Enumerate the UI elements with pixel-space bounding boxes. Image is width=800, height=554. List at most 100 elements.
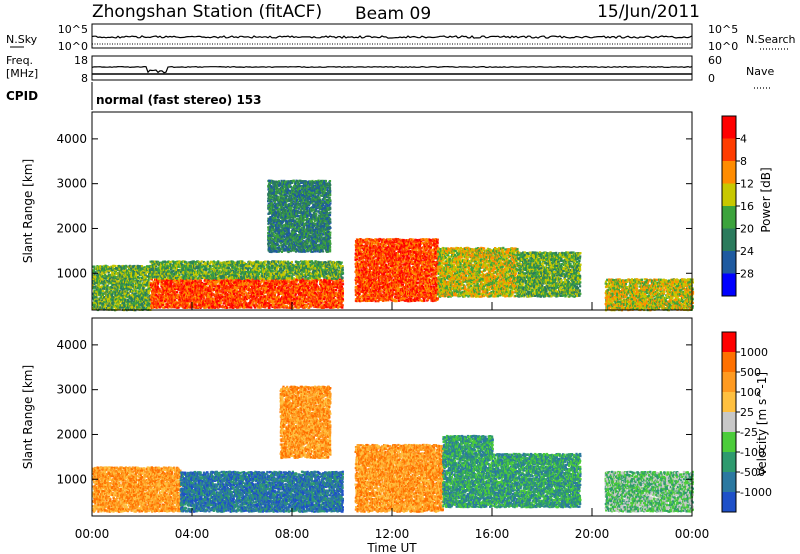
data-cell xyxy=(223,265,225,267)
data-cell xyxy=(220,302,222,304)
data-cell xyxy=(336,300,338,302)
cpid-text: normal (fast stereo) 153 xyxy=(96,93,262,107)
data-cell xyxy=(148,279,150,281)
data-cell xyxy=(307,298,309,300)
data-cell xyxy=(99,286,101,288)
data-cell xyxy=(114,265,116,267)
data-cell xyxy=(205,269,207,271)
data-cell xyxy=(203,277,205,279)
data-cell xyxy=(212,272,214,274)
data-cell xyxy=(179,276,181,278)
data-cell xyxy=(228,267,230,269)
freq-label-2: [MHz] xyxy=(6,67,38,80)
data-cell xyxy=(315,298,317,300)
data-cell xyxy=(342,290,344,292)
data-cell xyxy=(125,267,127,269)
data-cell xyxy=(340,283,342,285)
data-cell xyxy=(98,271,100,273)
data-cell xyxy=(306,305,308,307)
data-cell xyxy=(222,293,224,295)
freq-label-1: Freq. xyxy=(6,54,33,67)
data-cell xyxy=(173,283,175,285)
data-cell xyxy=(335,289,337,291)
data-cell xyxy=(149,289,151,291)
data-cell xyxy=(138,306,140,308)
data-cell xyxy=(342,280,344,282)
data-cell xyxy=(342,295,344,297)
data-cell xyxy=(316,283,318,285)
data-cell xyxy=(246,283,248,285)
data-cell xyxy=(250,283,252,285)
data-cell xyxy=(317,286,319,288)
data-cell xyxy=(342,288,344,290)
data-cell xyxy=(107,285,109,287)
freq-trace xyxy=(92,67,692,74)
data-cell xyxy=(268,307,270,309)
data-cell xyxy=(159,288,161,290)
data-cell xyxy=(284,288,286,290)
data-cell xyxy=(102,290,104,292)
data-cell xyxy=(278,302,280,304)
data-cell xyxy=(164,278,166,280)
date-title: 15/Jun/2011 xyxy=(597,2,700,22)
station-title: Zhongshan Station (fitACF) xyxy=(92,2,322,22)
nsky-trace-line xyxy=(92,36,692,38)
data-cell xyxy=(205,286,207,288)
data-cell xyxy=(250,307,252,309)
data-cell xyxy=(126,289,128,291)
nave-label: Nave xyxy=(746,65,774,78)
data-cell xyxy=(274,286,276,288)
data-cell xyxy=(254,289,256,291)
data-cell xyxy=(148,292,150,294)
data-cell xyxy=(258,304,260,306)
nsearch-tick-top: 10^5 xyxy=(708,23,738,36)
data-cell xyxy=(130,294,132,296)
data-cell xyxy=(201,260,203,262)
rti-plot: Zhongshan Station (fitACF) Beam 09 15/Ju… xyxy=(0,0,800,554)
data-cell xyxy=(181,285,183,287)
data-cell xyxy=(338,306,340,308)
data-cell xyxy=(156,300,158,302)
data-cell xyxy=(144,305,146,307)
data-cell xyxy=(205,272,207,274)
data-cell xyxy=(106,268,108,270)
data-cell xyxy=(195,263,197,265)
data-cell xyxy=(170,283,172,285)
beam-title: Beam 09 xyxy=(355,4,431,24)
nsearch-tick-bottom: 10^0 xyxy=(708,40,738,53)
data-cell xyxy=(341,307,343,309)
nave-tick-top: 60 xyxy=(708,54,722,67)
nave-tick-bottom: 0 xyxy=(708,72,715,85)
data-cell xyxy=(190,280,192,282)
nsky-label: N.Sky xyxy=(6,33,38,46)
data-cell xyxy=(144,266,146,268)
data-cell xyxy=(169,261,171,263)
data-cell xyxy=(342,292,344,294)
data-cell xyxy=(157,286,159,288)
data-cell xyxy=(308,289,310,291)
data-cell xyxy=(269,298,271,300)
data-cell xyxy=(329,281,331,283)
data-cell xyxy=(312,294,314,296)
data-cell xyxy=(285,285,287,287)
data-cell xyxy=(257,295,259,297)
nsearch-label: N.Search xyxy=(746,33,796,46)
data-cell xyxy=(139,286,141,288)
data-cell xyxy=(176,291,178,293)
data-cell xyxy=(134,292,136,294)
data-cell xyxy=(188,304,190,306)
freq-tick-top: 18 xyxy=(74,54,88,67)
nsky-tick-top: 10^5 xyxy=(58,23,88,36)
data-cell xyxy=(194,280,196,282)
data-cell xyxy=(323,279,325,281)
data-cell xyxy=(305,301,307,303)
data-cell xyxy=(283,307,285,309)
data-cell xyxy=(342,283,344,285)
cpid-label: CPID xyxy=(6,89,38,103)
data-cell xyxy=(342,304,344,306)
data-cell xyxy=(200,280,202,282)
data-cell xyxy=(98,299,100,301)
freq-trace-line xyxy=(92,67,692,73)
data-cell xyxy=(144,281,146,283)
nsky-trace xyxy=(92,36,692,44)
